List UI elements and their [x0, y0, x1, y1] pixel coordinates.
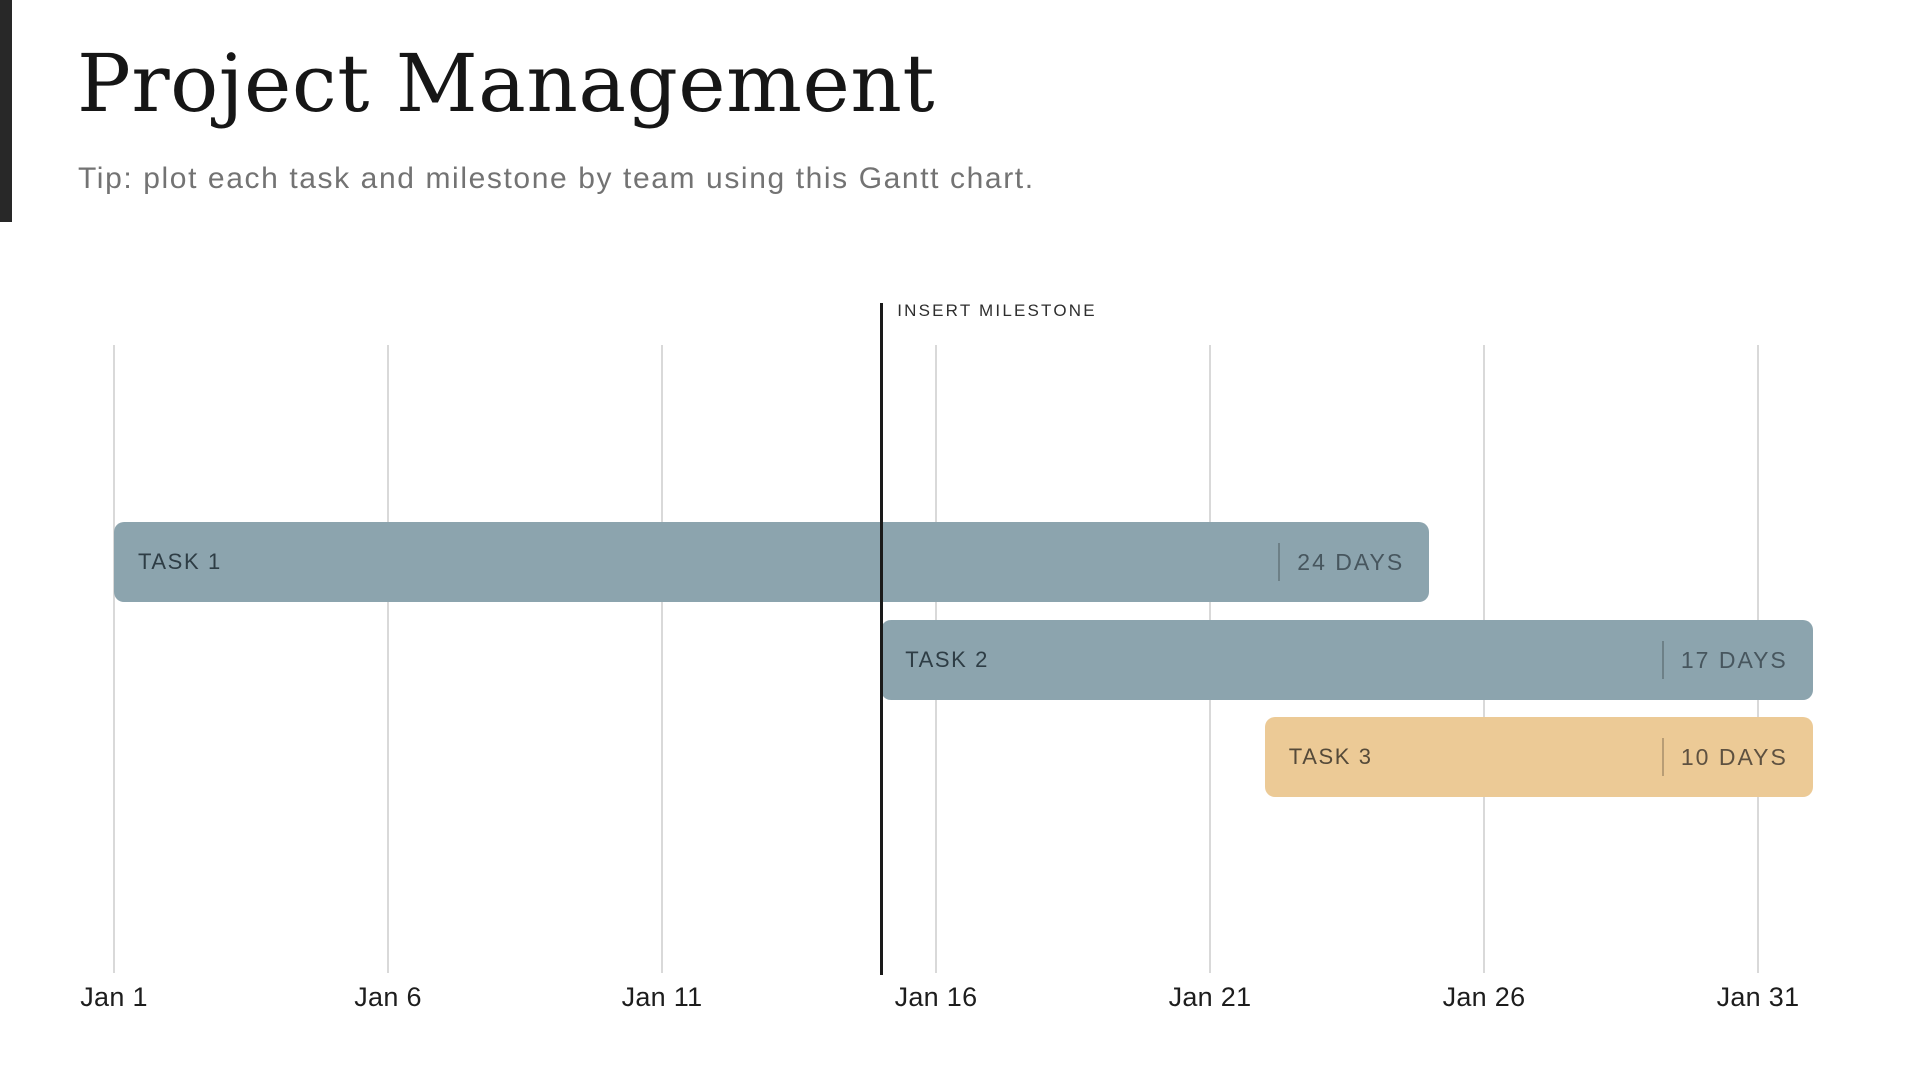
duration-separator: [1278, 543, 1281, 581]
milestone-label[interactable]: INSERT MILESTONE: [897, 301, 1097, 320]
axis-tick-label-jan-11: Jan 11: [621, 982, 703, 1012]
task-duration: 10 DAYS: [1680, 743, 1788, 770]
duration-separator: [1661, 738, 1664, 776]
task-duration-group: 24 DAYS: [1278, 543, 1404, 581]
task-bar-2[interactable]: TASK 2 17 DAYS: [881, 620, 1813, 700]
axis-tick-label-jan-6: Jan 6: [354, 982, 422, 1012]
milestone-line[interactable]: [879, 303, 883, 975]
task-duration: 24 DAYS: [1297, 548, 1405, 575]
axis-tick-label-jan-26: Jan 26: [1442, 982, 1526, 1012]
gridline-jan-6: [387, 345, 389, 973]
task-label: TASK 2: [905, 647, 989, 672]
task-bar-1[interactable]: TASK 1 24 DAYS: [114, 522, 1430, 602]
duration-separator: [1661, 641, 1664, 679]
gridline-jan-1: [113, 345, 115, 973]
axis-tick-label-jan-31: Jan 31: [1716, 982, 1800, 1012]
gridline-jan-11: [661, 345, 663, 973]
axis-tick-label-jan-16: Jan 16: [894, 982, 978, 1012]
axis-tick-label-jan-21: Jan 21: [1168, 982, 1252, 1012]
task-bar-3[interactable]: TASK 3 10 DAYS: [1264, 717, 1813, 797]
axis-tick-label-jan-1: Jan 1: [80, 982, 148, 1012]
task-duration-group: 17 DAYS: [1661, 641, 1788, 679]
left-accent-bar: [0, 0, 12, 222]
task-duration-group: 10 DAYS: [1661, 738, 1788, 776]
page-subtitle: Tip: plot each task and milestone by tea…: [78, 162, 1035, 195]
task-label: TASK 1: [138, 549, 222, 574]
page-title: Project Management: [77, 37, 936, 130]
task-duration: 17 DAYS: [1680, 646, 1788, 673]
task-label: TASK 3: [1288, 744, 1373, 769]
